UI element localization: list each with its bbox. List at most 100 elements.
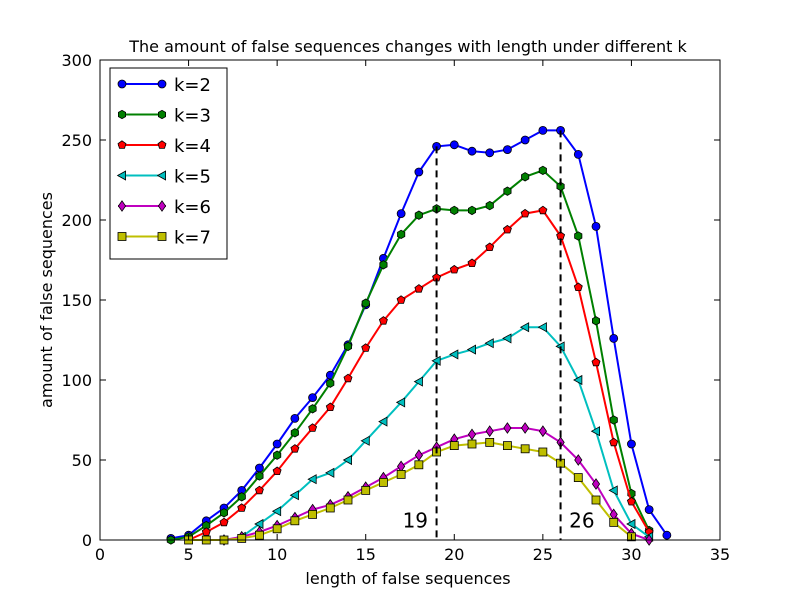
data-point (449, 140, 459, 150)
data-point (538, 447, 548, 457)
data-point (414, 284, 424, 293)
data-point (503, 145, 512, 155)
data-point (520, 208, 530, 218)
data-point (378, 416, 388, 427)
data-point (414, 210, 423, 220)
data-point (538, 425, 547, 438)
x-tick-label: 5 (183, 545, 193, 564)
data-point (396, 209, 406, 219)
data-point (591, 478, 601, 490)
x-tick-label: 10 (267, 545, 287, 564)
data-point (538, 125, 548, 135)
data-point (467, 428, 477, 441)
plot-area: 19 260 5 10 15 20 25 30 35050100150200250300k=2k… (61, 51, 730, 564)
y-tick-label: 150 (61, 291, 92, 310)
data-point (627, 439, 636, 449)
legend-label: k=2 (174, 75, 211, 96)
legend-label: k=3 (174, 106, 211, 127)
data-point (272, 439, 282, 449)
data-point (644, 505, 654, 515)
data-point (290, 428, 299, 438)
data-point (343, 373, 353, 383)
data-point (485, 437, 495, 447)
data-point (502, 224, 512, 234)
data-point (379, 477, 388, 487)
data-point (326, 378, 335, 388)
data-point (503, 441, 512, 451)
data-point (308, 423, 318, 432)
x-axis-label: length of false sequences (305, 569, 510, 588)
data-point (343, 341, 353, 352)
data-point (503, 186, 512, 196)
data-point (485, 200, 494, 211)
data-point (360, 435, 370, 446)
data-point (290, 444, 300, 453)
legend-label: k=7 (174, 228, 211, 249)
data-point (592, 316, 600, 326)
data-point (237, 503, 247, 512)
data-point (609, 437, 619, 447)
data-point (574, 231, 583, 241)
data-point (609, 415, 618, 425)
data-point (449, 349, 459, 360)
data-point (342, 454, 353, 466)
data-point (361, 343, 371, 352)
x-tick-label: 0 (95, 545, 105, 564)
data-point (519, 322, 530, 333)
legend-marker (157, 200, 167, 212)
data-point (254, 518, 264, 530)
data-point (219, 508, 229, 518)
data-point (201, 527, 211, 536)
data-point (414, 449, 423, 462)
data-point (255, 530, 264, 540)
data-point (395, 397, 406, 408)
data-point (290, 516, 300, 526)
data-point (237, 492, 246, 502)
data-point (343, 495, 353, 505)
data-point (573, 149, 583, 159)
data-point (466, 344, 477, 355)
data-point (413, 376, 423, 387)
legend-label: k=4 (174, 136, 211, 157)
legend: k=2 k=3 k=4 k=5 k=6 k=7 (109, 67, 228, 260)
data-point (520, 135, 530, 145)
x-tick-label: 25 (533, 545, 553, 564)
data-point (308, 404, 317, 414)
legend-marker (117, 200, 127, 212)
series-line (241, 326, 650, 538)
series-line (170, 169, 651, 541)
y-tick-label: 200 (61, 211, 92, 230)
data-point (591, 221, 601, 231)
data-point (237, 534, 247, 543)
data-point (573, 374, 583, 386)
data-point (538, 165, 547, 176)
data-point (308, 509, 317, 519)
data-point (219, 517, 229, 527)
y-tick-label: 300 (61, 51, 92, 70)
legend-marker (157, 79, 167, 89)
data-point (361, 298, 370, 308)
y-tick-label: 0 (82, 531, 92, 550)
legend-marker (157, 140, 167, 149)
data-point (608, 485, 618, 496)
data-point (485, 425, 494, 438)
data-point (254, 485, 264, 495)
y-tick-label: 100 (61, 371, 92, 390)
legend-marker (157, 109, 167, 120)
data-point (273, 450, 282, 460)
data-point (414, 460, 424, 470)
data-point (503, 422, 512, 434)
x-tick-label: 35 (710, 545, 730, 564)
legend-marker (117, 79, 127, 89)
legend-label: k=5 (174, 167, 211, 188)
y-tick-label: 250 (61, 131, 92, 150)
data-point (272, 466, 282, 476)
data-point (396, 295, 406, 304)
y-tick-label: 50 (72, 451, 92, 470)
legend-entry: k=3 (118, 106, 211, 127)
data-point (591, 357, 601, 367)
data-point (289, 490, 299, 501)
data-point (485, 242, 495, 252)
data-point (271, 506, 282, 517)
